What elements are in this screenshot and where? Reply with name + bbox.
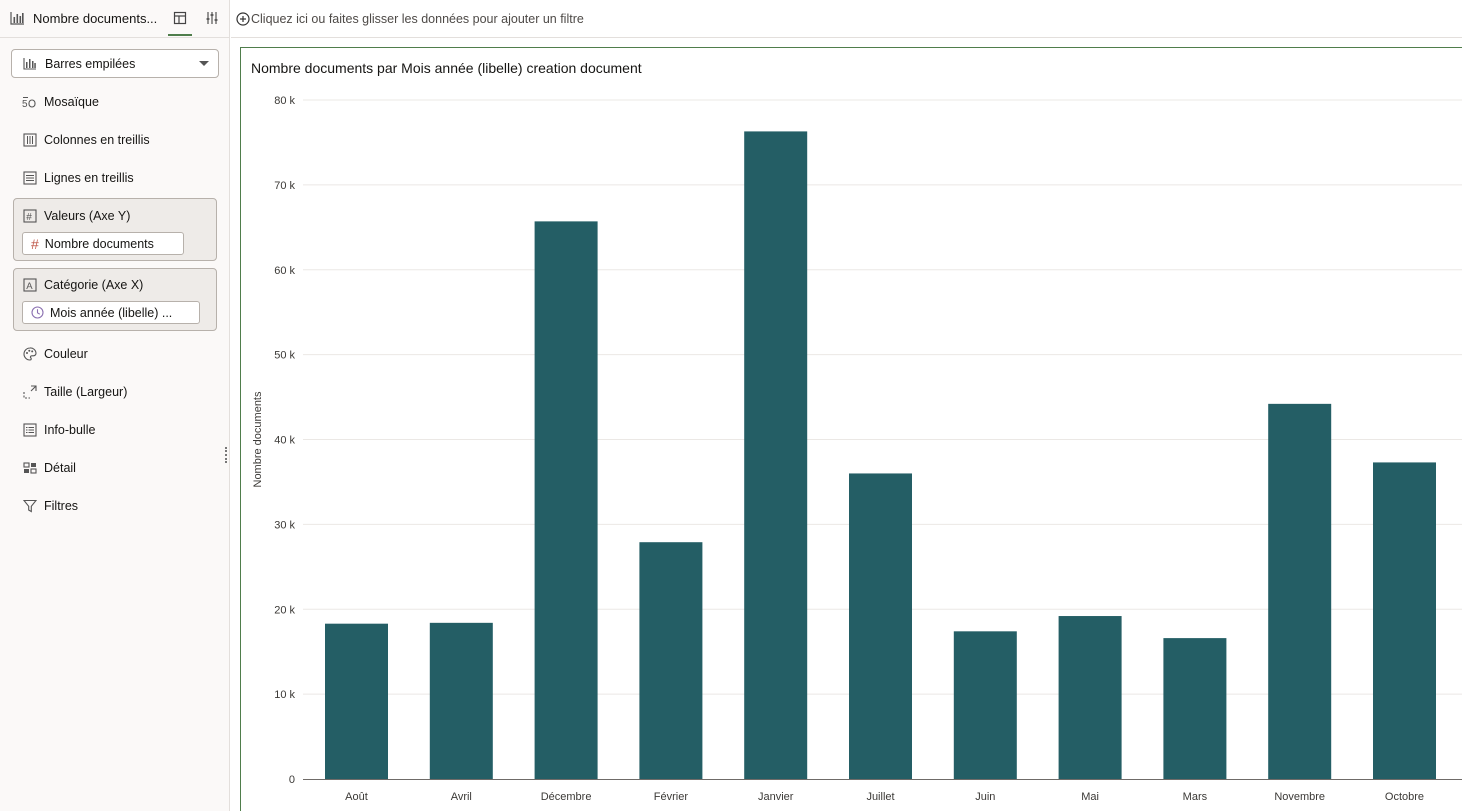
visualization-canvas[interactable]: Nombre documents par Mois année (libelle…: [240, 47, 1462, 811]
viz-tab[interactable]: Nombre documents...: [10, 8, 157, 28]
grammar-tooltip-label: Info-bulle: [44, 423, 96, 437]
grammar-color[interactable]: Couleur: [22, 344, 88, 364]
grammar-detail[interactable]: Détail: [22, 458, 76, 478]
grammar-trellis-columns-label: Colonnes en treillis: [44, 133, 150, 147]
funnel-icon: [22, 499, 37, 514]
text-box-icon: A: [22, 278, 37, 293]
x-tick-label: Octobre: [1385, 791, 1424, 803]
grammar-tab-button[interactable]: [168, 5, 192, 36]
bar-chart-icon: [23, 58, 36, 70]
x-tick-label: Juin: [975, 791, 995, 803]
sliders-icon: [206, 12, 218, 24]
y-tick-label: 80 k: [274, 95, 295, 107]
palette-icon: [22, 347, 37, 362]
chart-title: Nombre documents par Mois année (libelle…: [251, 60, 642, 76]
x-tick-label: Août: [345, 791, 368, 803]
category-pill-label: Mois année (libelle) ...: [50, 305, 173, 320]
x-tick-label: Décembre: [541, 791, 592, 803]
x-tick-label: Mars: [1183, 791, 1208, 803]
values-pill[interactable]: # Nombre documents: [22, 232, 184, 255]
y-tick-label: 10 k: [274, 689, 295, 701]
filter-bar[interactable]: Cliquez ici ou faites glisser les donnée…: [231, 0, 1462, 38]
trellis-rows-icon: [22, 171, 37, 186]
grammar-category-label: Catégorie (Axe X): [44, 278, 144, 292]
measure-hash-icon: #: [31, 235, 39, 252]
chart-type-select[interactable]: Barres empilées: [11, 49, 219, 78]
x-tick-label: Juillet: [866, 791, 894, 803]
grammar-mosaic[interactable]: 5 Mosaïque: [22, 92, 99, 112]
svg-text:A: A: [26, 281, 33, 292]
bar[interactable]: [325, 623, 388, 779]
y-tick-label: 0: [289, 774, 295, 786]
bar[interactable]: [744, 131, 808, 779]
values-pill-label: Nombre documents: [44, 236, 154, 251]
x-tick-label: Janvier: [758, 791, 794, 803]
grammar-size-label: Taille (Largeur): [44, 385, 128, 399]
svg-text:5: 5: [22, 99, 28, 108]
bar[interactable]: [639, 542, 703, 779]
filter-hint: Cliquez ici ou faites glisser les donnée…: [251, 11, 584, 26]
x-tick-label: Février: [654, 791, 689, 803]
grammar-values: # Valeurs (Axe Y): [22, 206, 130, 226]
mosaic-icon: 5: [22, 95, 37, 110]
y-tick-label: 40 k: [274, 435, 295, 447]
x-tick-label: Avril: [451, 791, 472, 803]
y-tick-label: 50 k: [274, 350, 295, 362]
grammar-values-label: Valeurs (Axe Y): [44, 209, 131, 223]
bar[interactable]: [1268, 403, 1332, 779]
add-circle-icon[interactable]: [236, 11, 250, 26]
bar-chart[interactable]: 0 10 k 20 k 30 k 40 k 50 k 60 k 70 k 80 k Nombre …: [241, 48, 1462, 811]
grammar-trellis-columns[interactable]: Colonnes en treillis: [22, 130, 150, 150]
grammar-category: A Catégorie (Axe X): [22, 275, 143, 295]
viz-title: Nombre documents...: [33, 10, 158, 26]
category-pill[interactable]: Mois année (libelle) ...: [22, 301, 200, 324]
grammar-filters[interactable]: Filtres: [22, 496, 78, 516]
bar[interactable]: [1373, 462, 1436, 779]
y-tick-label: 30 k: [274, 519, 295, 531]
panel-resize-handle[interactable]: [225, 447, 228, 463]
grammar-size[interactable]: Taille (Largeur): [22, 382, 127, 402]
values-drop-zone[interactable]: # Valeurs (Axe Y) # Nombre documents: [13, 198, 217, 261]
bar-chart-icon: [10, 12, 24, 25]
svg-text:#: #: [26, 212, 32, 223]
grammar-detail-label: Détail: [44, 461, 76, 475]
bar[interactable]: [1163, 638, 1227, 779]
category-drop-zone[interactable]: A Catégorie (Axe X) Mois année (libelle)…: [13, 268, 217, 331]
grammar-trellis-rows-label: Lignes en treillis: [44, 171, 134, 185]
chevron-down-icon[interactable]: [199, 61, 209, 66]
chart-type-label: Barres empilées: [45, 56, 136, 71]
properties-tab-button[interactable]: [200, 5, 224, 31]
bar[interactable]: [534, 221, 598, 780]
grammar-color-label: Couleur: [44, 347, 88, 361]
grammar-filters-label: Filtres: [44, 499, 79, 513]
layout-panel-icon: [173, 11, 187, 25]
grammar-trellis-rows[interactable]: Lignes en treillis: [22, 168, 134, 188]
detail-grid-icon: [22, 461, 37, 476]
bar[interactable]: [849, 473, 912, 779]
grammar-panel: Nombre documents...: [0, 0, 230, 811]
trellis-columns-icon: [22, 133, 37, 148]
y-tick-label: 60 k: [274, 265, 295, 277]
y-tick-label: 70 k: [274, 180, 295, 192]
grammar-mosaic-label: Mosaïque: [44, 95, 99, 109]
clock-icon: [31, 306, 44, 319]
tooltip-list-icon: [22, 423, 37, 438]
grammar-tooltip[interactable]: Info-bulle: [22, 420, 95, 440]
bar[interactable]: [953, 631, 1017, 779]
bar[interactable]: [429, 622, 493, 779]
y-tick-label: 20 k: [274, 604, 295, 616]
bar[interactable]: [1058, 616, 1122, 779]
hash-box-icon: #: [22, 209, 37, 224]
panel-header: Nombre documents...: [0, 0, 230, 38]
x-tick-label: Novembre: [1274, 791, 1325, 803]
resize-icon: [22, 385, 37, 400]
y-axis-label: Nombre documents: [252, 391, 264, 487]
x-tick-label: Mai: [1081, 791, 1099, 803]
